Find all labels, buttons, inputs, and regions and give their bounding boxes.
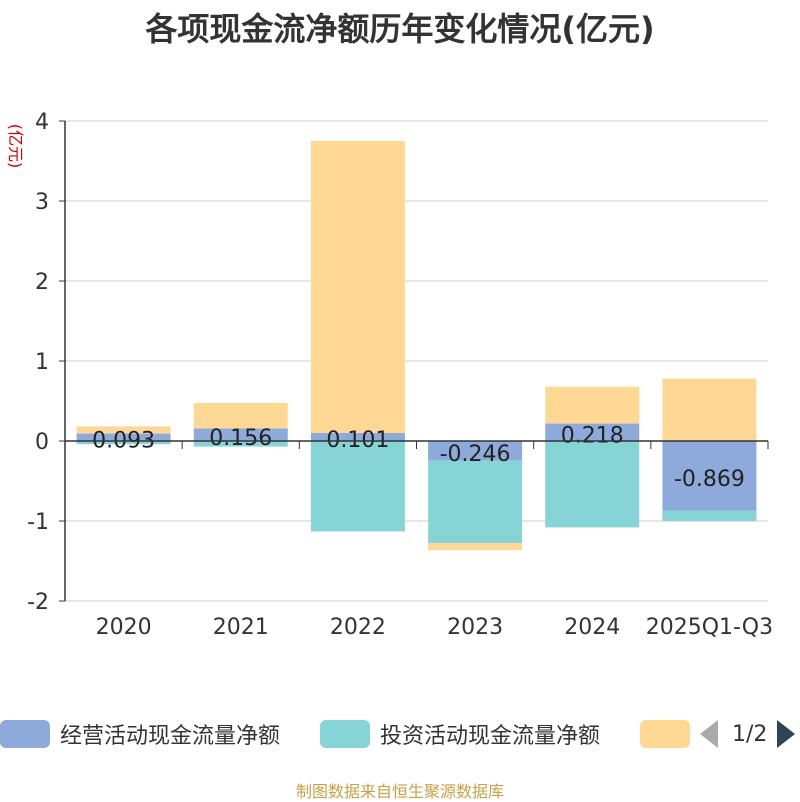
bar-financing bbox=[662, 378, 757, 441]
data-source-note: 制图数据来自恒生聚源数据库 bbox=[295, 782, 504, 801]
legend-label-operating: 经营活动现金流量净额 bbox=[60, 724, 281, 749]
bar-investing bbox=[545, 441, 640, 528]
bar-financing bbox=[545, 386, 640, 424]
chart-title: 各项现金流净额历年变化情况(亿元) bbox=[145, 10, 655, 48]
legend-label-investing: 投资活动现金流量净额 bbox=[380, 724, 601, 749]
bar-investing bbox=[76, 441, 171, 445]
bar-operating bbox=[76, 433, 171, 441]
x-tick-label: 2021 bbox=[213, 615, 269, 640]
bar-financing bbox=[310, 140, 405, 433]
bar-investing bbox=[310, 441, 405, 532]
data-label: -0.246 bbox=[440, 442, 511, 467]
x-tick-label: 2023 bbox=[447, 615, 503, 640]
x-tick-label: 2025Q1-Q3 bbox=[646, 615, 773, 640]
x-tick-label: 2024 bbox=[564, 615, 620, 640]
bar-operating bbox=[428, 441, 523, 461]
y-axis-label: (亿元) bbox=[6, 124, 25, 169]
legend-next-icon[interactable] bbox=[777, 720, 796, 748]
legend-page-indicator: 1/2 bbox=[732, 721, 768, 747]
bar-investing bbox=[662, 510, 757, 521]
data-label: 0.218 bbox=[561, 423, 624, 448]
legend-item-financing[interactable] bbox=[640, 716, 700, 752]
y-tick-label: 2 bbox=[35, 270, 49, 295]
y-tick-label: -1 bbox=[27, 510, 49, 535]
legend-swatch-investing bbox=[320, 720, 370, 748]
bar-investing bbox=[428, 460, 523, 544]
bar-operating bbox=[662, 441, 757, 511]
y-tick-label: 1 bbox=[35, 350, 49, 375]
chart-legend: 经营活动现金流量净额 投资活动现金流量净额 1/2 bbox=[0, 716, 800, 752]
legend-swatch-financing bbox=[640, 720, 690, 748]
x-tick-label: 2022 bbox=[330, 615, 386, 640]
legend-swatch-operating bbox=[0, 720, 50, 748]
data-label: -0.869 bbox=[674, 467, 745, 492]
bar-financing bbox=[428, 543, 523, 551]
legend-pager: 1/2 bbox=[700, 716, 796, 752]
bar-financing bbox=[193, 402, 288, 429]
data-label: 0.156 bbox=[209, 426, 272, 451]
legend-item-operating[interactable]: 经营活动现金流量净额 bbox=[0, 716, 280, 752]
y-tick-label: 4 bbox=[35, 110, 49, 135]
bar-operating bbox=[310, 432, 405, 441]
y-tick-label: 3 bbox=[35, 190, 49, 215]
y-tick-label: -2 bbox=[27, 590, 49, 615]
y-tick-label: 0 bbox=[35, 430, 49, 455]
bar-financing bbox=[76, 426, 171, 434]
bar-operating bbox=[545, 423, 640, 441]
x-tick-label: 2020 bbox=[96, 615, 152, 640]
legend-item-investing[interactable]: 投资活动现金流量净额 bbox=[320, 716, 600, 752]
legend-prev-icon[interactable] bbox=[700, 720, 718, 748]
bar-investing bbox=[193, 441, 288, 447]
bar-operating bbox=[193, 428, 288, 441]
